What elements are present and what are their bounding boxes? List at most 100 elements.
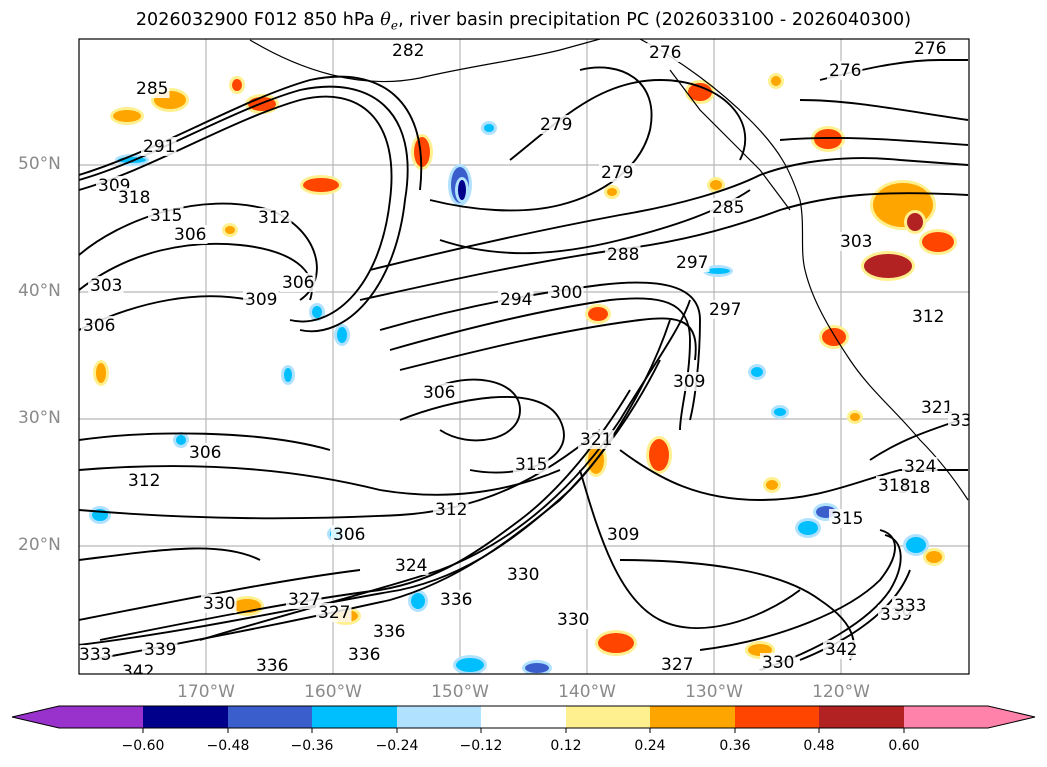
- contour-label: 306: [83, 316, 115, 336]
- precip-blob: [598, 633, 634, 653]
- contour-label: 306: [333, 525, 365, 545]
- lat-tick-30n: 30°N: [18, 408, 61, 428]
- precip-blob: [710, 180, 722, 190]
- precip-blob: [649, 439, 669, 471]
- lon-tick-140w: 140°W: [558, 682, 616, 702]
- colorbar-extend-low: [12, 706, 59, 728]
- contour-label: 291: [143, 137, 175, 157]
- contour-label-bg: [548, 283, 584, 302]
- contour-label: 300: [550, 283, 582, 303]
- theta-e-contour: [79, 95, 393, 323]
- colorbar-tick: −0.48: [206, 738, 250, 754]
- precip-blob: [414, 137, 430, 167]
- contour-label-bg: [134, 79, 170, 98]
- theta-e-contour: [79, 465, 561, 496]
- contour-label: 306: [189, 443, 221, 463]
- contour-label: 333: [894, 596, 926, 616]
- contour-label-bg: [187, 443, 223, 462]
- colorbar-segment: [566, 706, 650, 728]
- precip-blob: [850, 413, 860, 421]
- contour-label: 306: [423, 383, 455, 403]
- contour-label: 309: [673, 372, 705, 392]
- contour-label: 306: [174, 225, 206, 245]
- lat-tick-40n: 40°N: [18, 281, 61, 301]
- colorbar-tick: −0.12: [459, 738, 503, 754]
- figure-title: 2026032900 F012 850 hPa θe, river basin …: [135, 10, 912, 33]
- precip-blob: [232, 79, 242, 91]
- theta-e-contour: [579, 469, 801, 629]
- contour-label-bg: [827, 61, 863, 80]
- contour-label-bg: [823, 640, 859, 659]
- colorbar-segment: [481, 706, 566, 728]
- precip-blob: [751, 367, 763, 377]
- theta-e-contour: [619, 559, 855, 661]
- colorbar-segment: [735, 706, 819, 728]
- precip-blob: [774, 408, 786, 416]
- contour-label: 285: [136, 79, 168, 99]
- precip-blob: [907, 213, 923, 231]
- contour-label-bg: [605, 525, 641, 544]
- lon-tick-160w: 160°W: [304, 682, 362, 702]
- precip-blob: [607, 188, 617, 196]
- contour-label: 339: [144, 640, 176, 660]
- colorbar-segment: [650, 706, 735, 728]
- precip-blob: [822, 328, 846, 346]
- precip-blob: [411, 593, 425, 609]
- theta-e-contour: [99, 389, 631, 641]
- theta-e-contour: [399, 317, 697, 371]
- contour-label-bg: [148, 206, 184, 225]
- contour-label: 306: [282, 273, 314, 293]
- contour-label: 336: [256, 656, 288, 676]
- precip-blob: [906, 537, 926, 553]
- precip-blob: [926, 551, 942, 563]
- colorbar-extend-high: [988, 706, 1035, 728]
- colorbar-segment: [143, 706, 228, 728]
- precip-blob: [798, 521, 818, 535]
- contour-label-bg: [393, 556, 429, 575]
- contour-label: 342: [825, 640, 857, 660]
- contour-label-bg: [316, 603, 352, 622]
- precip-blob: [771, 76, 781, 86]
- contour-label: 327: [318, 603, 350, 623]
- contour-label-bg: [498, 290, 534, 309]
- contour-label: 303: [840, 232, 872, 252]
- precip-blob: [484, 124, 494, 132]
- contour-label: 282: [392, 41, 424, 61]
- contour-label-bg: [760, 653, 796, 672]
- contour-label-bg: [142, 640, 178, 659]
- contour-label-bg: [876, 476, 912, 495]
- contour-label-bg: [659, 655, 695, 674]
- contour-label-bg: [710, 198, 746, 217]
- theta-e-contour: [369, 157, 969, 271]
- precip-blob: [284, 368, 292, 382]
- precip-blob: [96, 363, 106, 383]
- contour-label-bg: [390, 41, 426, 60]
- contour-label-bg: [120, 662, 156, 674]
- contour-label-bg: [578, 430, 614, 449]
- precip-blob: [706, 268, 730, 274]
- theta-e-contour: [699, 529, 896, 651]
- contour-label: 315: [831, 509, 863, 529]
- contour-label: 312: [435, 500, 467, 520]
- contour-label: 276: [649, 43, 681, 63]
- lon-tick-150w: 150°W: [431, 682, 489, 702]
- contour-label: 309: [245, 290, 277, 310]
- contour-label-bg: [892, 596, 928, 615]
- contour-label: 327: [661, 655, 693, 675]
- theta-e-contour: [79, 85, 409, 333]
- colorbar-tick: −0.36: [290, 738, 334, 754]
- precip-blob: [688, 83, 712, 101]
- contour-label-bg: [555, 610, 591, 629]
- colorbar-tick: −0.60: [121, 738, 165, 754]
- contour-label: 312: [912, 307, 944, 327]
- contour-label-bg: [647, 43, 683, 62]
- colorbar-tick: 0.12: [550, 738, 582, 754]
- precip-blob: [113, 110, 141, 122]
- theta-e-contour: [89, 359, 661, 661]
- contour-label-bg: [201, 594, 237, 613]
- theta-e-contour: [759, 534, 902, 671]
- contour-label-bg: [674, 253, 710, 272]
- contour-label: 285: [712, 198, 744, 218]
